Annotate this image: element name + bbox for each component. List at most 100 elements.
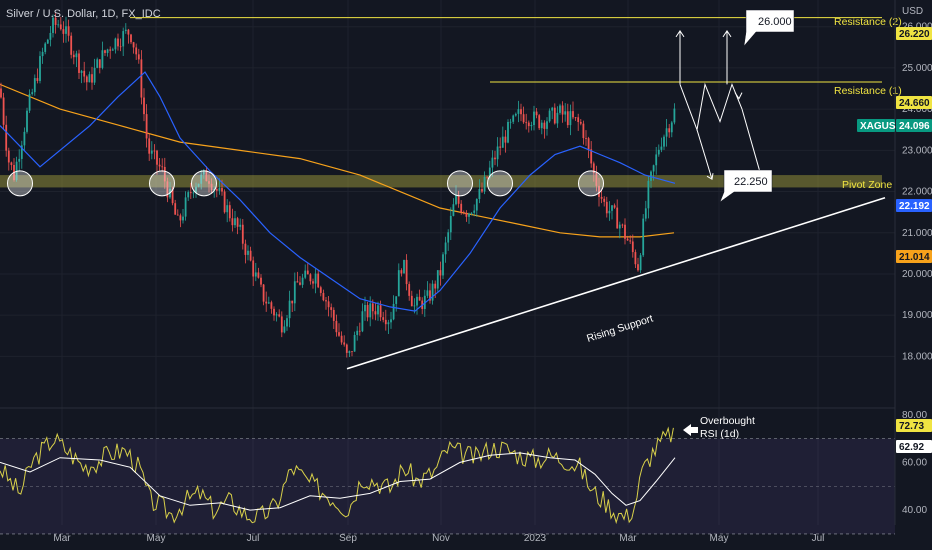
candle-body bbox=[111, 49, 114, 51]
candle-body bbox=[46, 39, 49, 44]
candle-body bbox=[353, 334, 356, 352]
candle-body bbox=[405, 259, 408, 285]
currency-label: USD bbox=[902, 6, 923, 17]
time-tick-label: May bbox=[147, 533, 166, 544]
candle-body bbox=[75, 53, 78, 58]
candle-body bbox=[273, 308, 275, 316]
candle-body bbox=[49, 32, 52, 40]
candle-body bbox=[416, 296, 418, 306]
candle-body bbox=[317, 273, 320, 288]
candle-body bbox=[278, 314, 281, 317]
candle-body bbox=[569, 111, 572, 126]
candle-body bbox=[517, 109, 520, 114]
candle-body bbox=[0, 88, 2, 98]
candle-body bbox=[33, 78, 36, 93]
candle-body bbox=[104, 50, 106, 53]
candle-body bbox=[413, 305, 416, 307]
time-tick-label: Nov bbox=[432, 533, 450, 544]
candle-body bbox=[345, 344, 348, 353]
candle-body bbox=[340, 335, 343, 343]
rsi-panel bbox=[0, 426, 895, 535]
candle-body bbox=[548, 110, 551, 122]
candle-body bbox=[257, 272, 260, 278]
touch-circle bbox=[487, 170, 513, 197]
time-tick-label: May bbox=[710, 533, 729, 544]
candle-body bbox=[330, 307, 333, 310]
candle-body bbox=[418, 296, 421, 301]
time-tick-label: Mar bbox=[619, 533, 637, 544]
candle-body bbox=[457, 195, 460, 204]
candle-body bbox=[44, 43, 47, 52]
price-axis[interactable]: USD bbox=[894, 0, 923, 525]
candle-body bbox=[304, 270, 307, 278]
candle-body bbox=[28, 94, 31, 111]
candle-body bbox=[382, 317, 385, 320]
touch-circle bbox=[7, 170, 33, 197]
candle-body bbox=[117, 38, 119, 47]
candle-body bbox=[59, 24, 62, 30]
tag-resistance2-text: 26.220 bbox=[899, 29, 930, 40]
time-axis[interactable]: Mar May Jul Sep Nov 2023 Mar May Jul bbox=[53, 533, 824, 544]
candle-body bbox=[574, 117, 577, 119]
price-tick-label: 19.000 bbox=[902, 310, 932, 321]
touch-circle bbox=[578, 170, 604, 197]
candle-body bbox=[379, 305, 382, 318]
candle-body bbox=[481, 189, 483, 192]
candle-body bbox=[41, 51, 44, 57]
target-high-callout: 26.000 bbox=[743, 9, 795, 47]
candle-body bbox=[122, 31, 125, 47]
candle-body bbox=[145, 114, 148, 139]
candle-body bbox=[83, 70, 86, 77]
candle-body bbox=[486, 176, 489, 178]
candle-body bbox=[665, 128, 668, 137]
candle-body bbox=[468, 213, 470, 217]
pivot-zone-band bbox=[0, 175, 882, 188]
projection-path bbox=[679, 82, 743, 132]
candle-body bbox=[143, 97, 145, 115]
candle-body bbox=[559, 105, 561, 113]
candle-body bbox=[652, 165, 655, 172]
candle-body bbox=[288, 300, 291, 319]
candle-body bbox=[553, 107, 556, 124]
candle-body bbox=[96, 59, 99, 68]
candle-body bbox=[109, 49, 112, 51]
candle-body bbox=[397, 270, 400, 297]
target-down-arrow-head bbox=[706, 173, 714, 181]
rsi-period-label: RSI (1d) bbox=[700, 428, 739, 440]
candle-body bbox=[371, 303, 374, 312]
candle-body bbox=[496, 146, 499, 160]
candle-body bbox=[137, 54, 140, 60]
candle-body bbox=[670, 122, 673, 133]
candle-body bbox=[208, 181, 210, 184]
candle-body bbox=[70, 35, 73, 55]
candle-body bbox=[611, 205, 613, 211]
candle-body bbox=[600, 196, 603, 199]
candle-body bbox=[598, 185, 600, 197]
candle-body bbox=[57, 24, 60, 26]
candle-body bbox=[624, 224, 626, 239]
target-arrows bbox=[675, 29, 764, 181]
candle-body bbox=[475, 199, 478, 211]
candle-body bbox=[358, 330, 361, 332]
candle-body bbox=[293, 281, 296, 304]
tag-pivot-text: 22.192 bbox=[899, 201, 930, 212]
candle-body bbox=[213, 188, 216, 191]
candle-body bbox=[631, 241, 634, 253]
candle-body bbox=[395, 296, 398, 304]
candle-body bbox=[483, 176, 486, 192]
candle-body bbox=[148, 138, 151, 154]
candle-body bbox=[176, 214, 179, 216]
tag-last-text: 24.096 bbox=[899, 121, 930, 132]
candle-body bbox=[533, 111, 535, 126]
target-low-callout: 22.250 bbox=[719, 169, 773, 203]
candle-body bbox=[299, 282, 301, 285]
candle-body bbox=[267, 302, 270, 304]
candle-body bbox=[390, 319, 392, 323]
candle-body bbox=[465, 212, 468, 217]
candle-body bbox=[91, 74, 93, 83]
candle-body bbox=[478, 189, 481, 200]
candle-body bbox=[127, 29, 130, 35]
tag-last: 24.096 bbox=[896, 119, 932, 132]
